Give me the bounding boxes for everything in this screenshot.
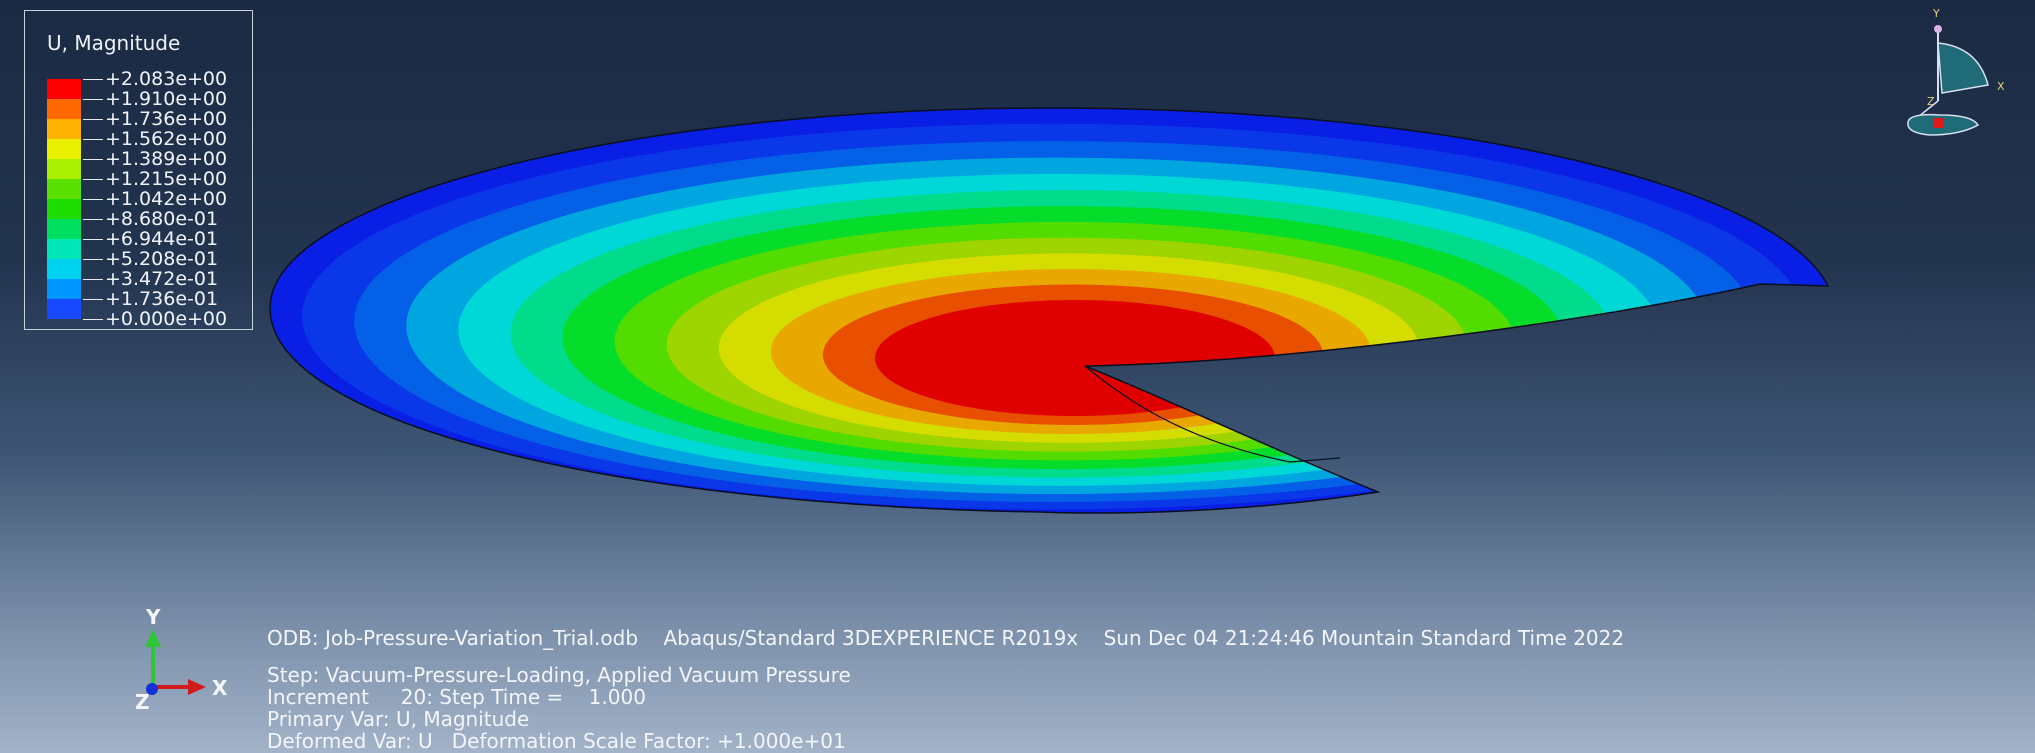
- legend-tick: [83, 99, 103, 100]
- legend-swatch: [47, 259, 81, 279]
- legend-swatch: [47, 119, 81, 139]
- disc-cut-edge: [1084, 365, 1341, 463]
- triad-arrows-icon: [145, 629, 206, 695]
- legend-swatch: [47, 159, 81, 179]
- legend-swatch: [47, 299, 81, 319]
- primary-var-line: Primary Var: U, Magnitude: [267, 707, 530, 731]
- triad-x-label: X: [212, 676, 228, 700]
- step-info: Step: Vacuum-Pressure-Loading, Applied V…: [267, 664, 851, 752]
- legend-tick: [83, 239, 103, 240]
- legend-tick: [83, 159, 103, 160]
- legend-swatch: [47, 219, 81, 239]
- legend-value: +8.680e-01: [105, 208, 219, 230]
- legend-value: +5.208e-01: [105, 248, 219, 270]
- legend-swatch: [47, 279, 81, 299]
- legend-swatch: [47, 139, 81, 159]
- legend-swatch: [47, 239, 81, 259]
- legend-value: +1.736e-01: [105, 288, 219, 310]
- solver-version: Abaqus/Standard 3DEXPERIENCE R2019x: [663, 626, 1079, 650]
- legend-tick: [83, 299, 103, 300]
- legend-value: +3.472e-01: [105, 268, 219, 290]
- legend-value: +1.910e+00: [105, 88, 228, 110]
- odb-info-line: ODB: Job-Pressure-Variation_Trial.odb Ab…: [267, 626, 1624, 650]
- legend-tick: [83, 119, 103, 120]
- legend-tick: [83, 219, 103, 220]
- legend-value: +1.562e+00: [105, 128, 228, 150]
- legend-value: +0.000e+00: [105, 308, 228, 330]
- coordinate-triad: Y X Z: [130, 605, 240, 715]
- step-line: Step: Vacuum-Pressure-Loading, Applied V…: [267, 663, 851, 687]
- run-date: Sun Dec 04 21:24:46 Mountain Standard Ti…: [1103, 626, 1625, 650]
- legend-value: +1.215e+00: [105, 168, 228, 190]
- disc-outline: [269, 107, 1830, 514]
- legend-tick: [83, 319, 103, 320]
- contour-legend[interactable]: U, Magnitude +2.083e+00 +1.910e+00 +1.736e…: [24, 10, 253, 330]
- contour-band: [875, 300, 1275, 416]
- legend-tick: [83, 279, 103, 280]
- deformed-var-line: Deformed Var: U Deformation Scale Factor…: [267, 729, 846, 753]
- legend-swatch: [47, 199, 81, 219]
- legend-swatch: [47, 79, 81, 99]
- view-orientation-icon[interactable]: Y X Z: [1890, 5, 2030, 145]
- legend-tick: [83, 199, 103, 200]
- legend-value: +1.736e+00: [105, 108, 228, 130]
- triad-y-label: Y: [146, 605, 161, 629]
- legend-tick: [83, 79, 103, 80]
- legend-title: U, Magnitude: [47, 31, 181, 55]
- orient-z-label: Z: [1927, 95, 1935, 108]
- legend-tick: [83, 179, 103, 180]
- legend-swatch: [47, 179, 81, 199]
- legend-tick: [83, 259, 103, 260]
- legend-value: +6.944e-01: [105, 228, 219, 250]
- legend-swatch: [47, 99, 81, 119]
- triad-z-label: Z: [135, 690, 150, 714]
- legend-value: +2.083e+00: [105, 68, 228, 90]
- odb-name: ODB: Job-Pressure-Variation_Trial.odb: [267, 626, 639, 650]
- legend-value: +1.389e+00: [105, 148, 228, 170]
- orient-x-label: X: [1997, 80, 2005, 93]
- increment-line: Increment 20: Step Time = 1.000: [267, 685, 646, 709]
- orient-y-label: Y: [1933, 7, 1940, 20]
- legend-tick: [83, 139, 103, 140]
- legend-value: +1.042e+00: [105, 188, 228, 210]
